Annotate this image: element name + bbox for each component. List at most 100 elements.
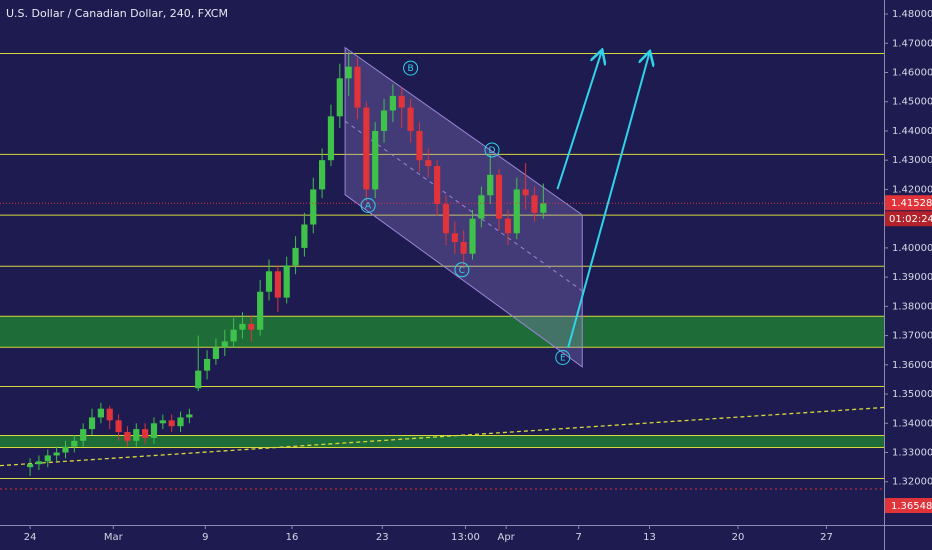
y-tick-label: 1.48000 (892, 9, 932, 20)
candle-body (230, 329, 237, 342)
candle-body (389, 95, 396, 111)
candle-body (177, 417, 184, 427)
y-tick-label: 1.42000 (892, 184, 932, 195)
candle-body (212, 347, 220, 359)
x-tick-label: 20 (732, 532, 745, 543)
wave-label: D (489, 146, 496, 156)
wave-marker (484, 142, 500, 158)
candle-body (531, 195, 538, 213)
projection-arrow (556, 51, 601, 190)
y-tick-label: 1.43000 (892, 155, 932, 166)
candle-body (71, 440, 78, 447)
candle-body (124, 432, 131, 441)
axes: 1.48000 1.47000 1.46000 1.45000 1.44000 1.430… (24, 9, 932, 543)
candle-body (80, 429, 87, 441)
candle-body (354, 66, 361, 108)
wave-marker (555, 350, 571, 366)
candle-body (451, 233, 458, 243)
y-tick-label: 1.34000 (892, 418, 932, 429)
candle-body (168, 420, 175, 427)
candle-body (265, 271, 273, 292)
wave-label: C (459, 266, 465, 276)
price-tag-bg (885, 195, 932, 211)
y-tick-label: 1.33000 (892, 448, 932, 459)
channel (344, 46, 583, 368)
y-tick-label: 1.37000 (892, 331, 932, 342)
wave-marker (454, 262, 470, 278)
plot-area: A B C D E (0, 46, 885, 490)
projection-arrow (567, 53, 649, 349)
candle-body (442, 204, 450, 234)
candle-body (283, 265, 290, 298)
candle-body (522, 189, 529, 196)
candle-body (35, 461, 43, 465)
x-tick-label: 9 (202, 532, 208, 543)
y-tick-label: 1.44000 (892, 126, 932, 137)
candle-body (274, 271, 281, 298)
x-tick-label: 7 (576, 532, 582, 543)
x-tick-label: 13 (643, 532, 656, 543)
candle-body (363, 107, 370, 190)
candle-body (248, 323, 255, 330)
wave-marker (403, 60, 419, 76)
x-tick-label: Apr (497, 532, 515, 543)
candle-body (327, 116, 335, 161)
y-tick-label: 1.38000 (892, 301, 932, 312)
candle-body (407, 107, 414, 131)
candle-body (336, 78, 343, 117)
candle-body (106, 408, 113, 421)
candle-body (115, 420, 122, 433)
candle-body (478, 195, 485, 219)
x-tick-label: 24 (24, 532, 37, 543)
support-zone (0, 316, 884, 348)
chart-title: U.S. Dollar / Canadian Dollar, 240, FXCM (6, 7, 228, 20)
bottom-tag: 1.36548 (891, 501, 932, 512)
candle-body (319, 160, 326, 190)
candle-body (495, 174, 503, 219)
candle-body (487, 174, 494, 196)
candle-body (540, 203, 547, 213)
candle-body (203, 358, 211, 371)
candle-body (62, 446, 69, 453)
wave-label: E (560, 354, 566, 364)
candle-body (195, 370, 202, 389)
x-tick-label: 16 (286, 532, 299, 543)
candle-body (434, 166, 441, 205)
y-tick-label: 1.35000 (892, 389, 932, 400)
x-tick-label: 13:00 (451, 532, 480, 543)
candle-body (133, 429, 140, 441)
y-tick-label: 1.39000 (892, 272, 932, 283)
x-tick-label: 23 (376, 532, 389, 543)
candle-body (292, 247, 299, 266)
candle-body (380, 110, 388, 131)
wave-label: B (407, 64, 413, 74)
x-tick-label: 27 (820, 532, 833, 543)
candle-body (88, 417, 96, 430)
channel-midline (344, 120, 583, 292)
candle-body (53, 452, 60, 456)
candle-body (425, 160, 432, 167)
candle-body (504, 218, 512, 234)
y-tick-label: 1.45000 (892, 97, 932, 108)
candle-body (44, 455, 51, 462)
candle-body (513, 189, 520, 234)
candle-body (97, 408, 104, 418)
candle-body (310, 189, 317, 225)
candle-body (221, 341, 228, 348)
candle-body (159, 420, 166, 424)
candle-body (372, 130, 379, 190)
x-tick-label: Mar (104, 532, 124, 543)
y-tick-label: 1.46000 (892, 67, 932, 78)
price-tag: 1.41528 (891, 198, 932, 209)
candle-body (150, 423, 158, 438)
candle-body (186, 414, 193, 418)
candle-body (239, 323, 246, 330)
y-tick-label: 1.32000 (892, 477, 932, 488)
candle-body (142, 429, 149, 438)
wave-label: A (365, 201, 372, 211)
candle-body (257, 291, 264, 330)
candle-body (469, 218, 476, 254)
countdown: 01:02:24 (889, 214, 932, 225)
